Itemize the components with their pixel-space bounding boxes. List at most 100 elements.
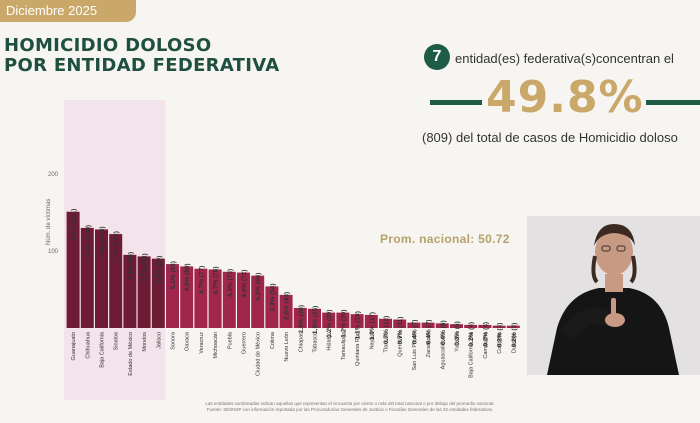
category-label: Michoacán: [213, 332, 219, 359]
bar: [109, 234, 123, 328]
national-average-label: Prom. nacional: 50.72: [380, 232, 510, 246]
bar: [80, 227, 94, 328]
category-label: Puebla: [227, 331, 233, 349]
bar-value-label: 0.2% (4): [482, 322, 489, 347]
bar: [336, 312, 350, 328]
bar: [506, 325, 520, 328]
bar-value-label: 4.9% (80): [184, 263, 191, 291]
bar: [379, 318, 392, 328]
bar: [251, 275, 265, 328]
bar-value-label: 0.2% (3): [511, 323, 518, 348]
bar: [350, 314, 364, 328]
bar-value-label: 0.2% (4): [468, 322, 475, 347]
bar: [265, 286, 279, 328]
bar: [421, 322, 435, 328]
category-label: Campeche: [483, 332, 489, 359]
category-label: Durango: [511, 332, 517, 353]
bar-value-label: 1.1% (18): [355, 311, 362, 339]
footnote-line-2: Fuente: SESNSP con información reportada…: [206, 407, 494, 412]
date-tab: Diciembre 2025: [0, 0, 136, 22]
category-label: Oaxaca: [185, 331, 191, 351]
category-label: Guerrero: [242, 332, 248, 354]
page-title: HOMICIDIO DOLOSO POR ENTIDAD FEDERATIVA: [4, 36, 279, 76]
bar: [435, 323, 449, 328]
title-line-1: HOMICIDIO DOLOSO: [4, 35, 212, 56]
bar: [393, 319, 407, 328]
bar-value-label: 5.9% (95): [127, 252, 134, 280]
bar-value-label: 2.6% (43): [284, 292, 291, 320]
bar-value-label: 7.5% (122): [113, 231, 120, 263]
category-label: Baja California: [100, 331, 106, 368]
bar-value-label: 1.2% (20): [340, 310, 347, 338]
bar: [208, 269, 222, 328]
bar-value-label: 0.4% (7): [411, 320, 418, 345]
bar: [293, 307, 307, 328]
percent-right-rule: [646, 100, 700, 105]
bar: [478, 324, 492, 328]
category-label: Estado de México: [128, 332, 134, 376]
bar-value-label: 0.3% (5): [454, 321, 461, 346]
category-label: Ciudad de México: [256, 332, 262, 376]
bar: [222, 271, 236, 328]
category-label: Nuevo León: [284, 332, 290, 362]
bar: [180, 266, 194, 328]
bar: [194, 268, 208, 328]
bar: [407, 322, 421, 328]
bar-value-label: 0.7% (12): [383, 316, 390, 344]
category-label: Nayarit: [369, 332, 375, 350]
percent-left-rule: [430, 100, 482, 105]
category-label: San Luis Potosí: [412, 332, 418, 371]
bar-value-label: 4.5% (73): [227, 269, 234, 297]
bar-value-label: 4.7% (76): [213, 266, 220, 294]
sign-language-interpreter-video: [527, 216, 700, 375]
bar-value-label: 7.9% (128): [99, 226, 106, 258]
bar-value-label: 1.2% (20): [326, 310, 333, 338]
category-label: Sinaloa: [114, 331, 120, 350]
bar: [151, 258, 165, 328]
y-axis-label: Núm. de víctimas: [46, 199, 52, 245]
y-tick-label: 100: [48, 249, 59, 255]
title-line-2: POR ENTIDAD FEDERATIVA: [4, 55, 280, 76]
bar-value-label: 8.0% (130): [85, 225, 92, 257]
bar: [464, 324, 478, 328]
bar: [322, 312, 336, 328]
bar-value-label: 0.2% (3): [497, 323, 504, 348]
category-label: Tabasco: [313, 332, 319, 353]
bar: [279, 294, 293, 328]
bar-value-label: 3.3% (54): [269, 283, 276, 311]
bar: [137, 256, 151, 328]
category-label: Veracruz: [199, 332, 205, 354]
category-label: Baja California Sur: [469, 332, 475, 378]
bar: [308, 308, 321, 328]
bar: [95, 229, 108, 328]
entities-count-badge: 7: [424, 44, 450, 70]
y-tick-label: 200: [48, 172, 59, 178]
bar: [450, 324, 463, 328]
category-label: Chihuahua: [85, 331, 91, 359]
bar-value-label: 4.2% (68): [255, 273, 262, 301]
footnote-line-1: Las entidades sombreadas indican aquella…: [205, 401, 495, 406]
bar-value-label: 4.7% (77): [198, 266, 205, 294]
bar-value-label: 5.1% (83): [170, 261, 177, 289]
bar: [123, 254, 137, 328]
bar-value-label: 5.5% (90): [156, 256, 163, 284]
category-label: Querétaro: [398, 332, 404, 357]
bar-value-label: 5.7% (93): [142, 253, 149, 281]
category-label: Jalisco: [156, 332, 162, 349]
summary-panel: 7 entidad(es) federativa(s)concentran el…: [412, 42, 700, 152]
category-label: Zacatecas: [426, 332, 432, 358]
bar: [237, 272, 250, 328]
category-label: Morelos: [142, 332, 148, 352]
category-label: Colima: [270, 331, 276, 349]
percent-value: 49.8%: [486, 72, 644, 123]
bar-value-label: 1.0% (17): [369, 312, 376, 340]
bar: [166, 264, 179, 328]
bar-value-label: 1.5% (25): [312, 306, 319, 334]
bar-chart: Núm. de víctimas 100 200 9.3% (151) Guanajua…: [46, 100, 520, 400]
category-label: Yucatán: [455, 332, 461, 352]
category-label: Quintana Roo: [355, 332, 361, 366]
bar-value-label: 1.6% (26): [298, 305, 305, 333]
category-label: Chiapas: [298, 332, 304, 352]
category-label: Guanajuato: [71, 332, 77, 360]
category-label: Hidalgo: [327, 332, 333, 351]
